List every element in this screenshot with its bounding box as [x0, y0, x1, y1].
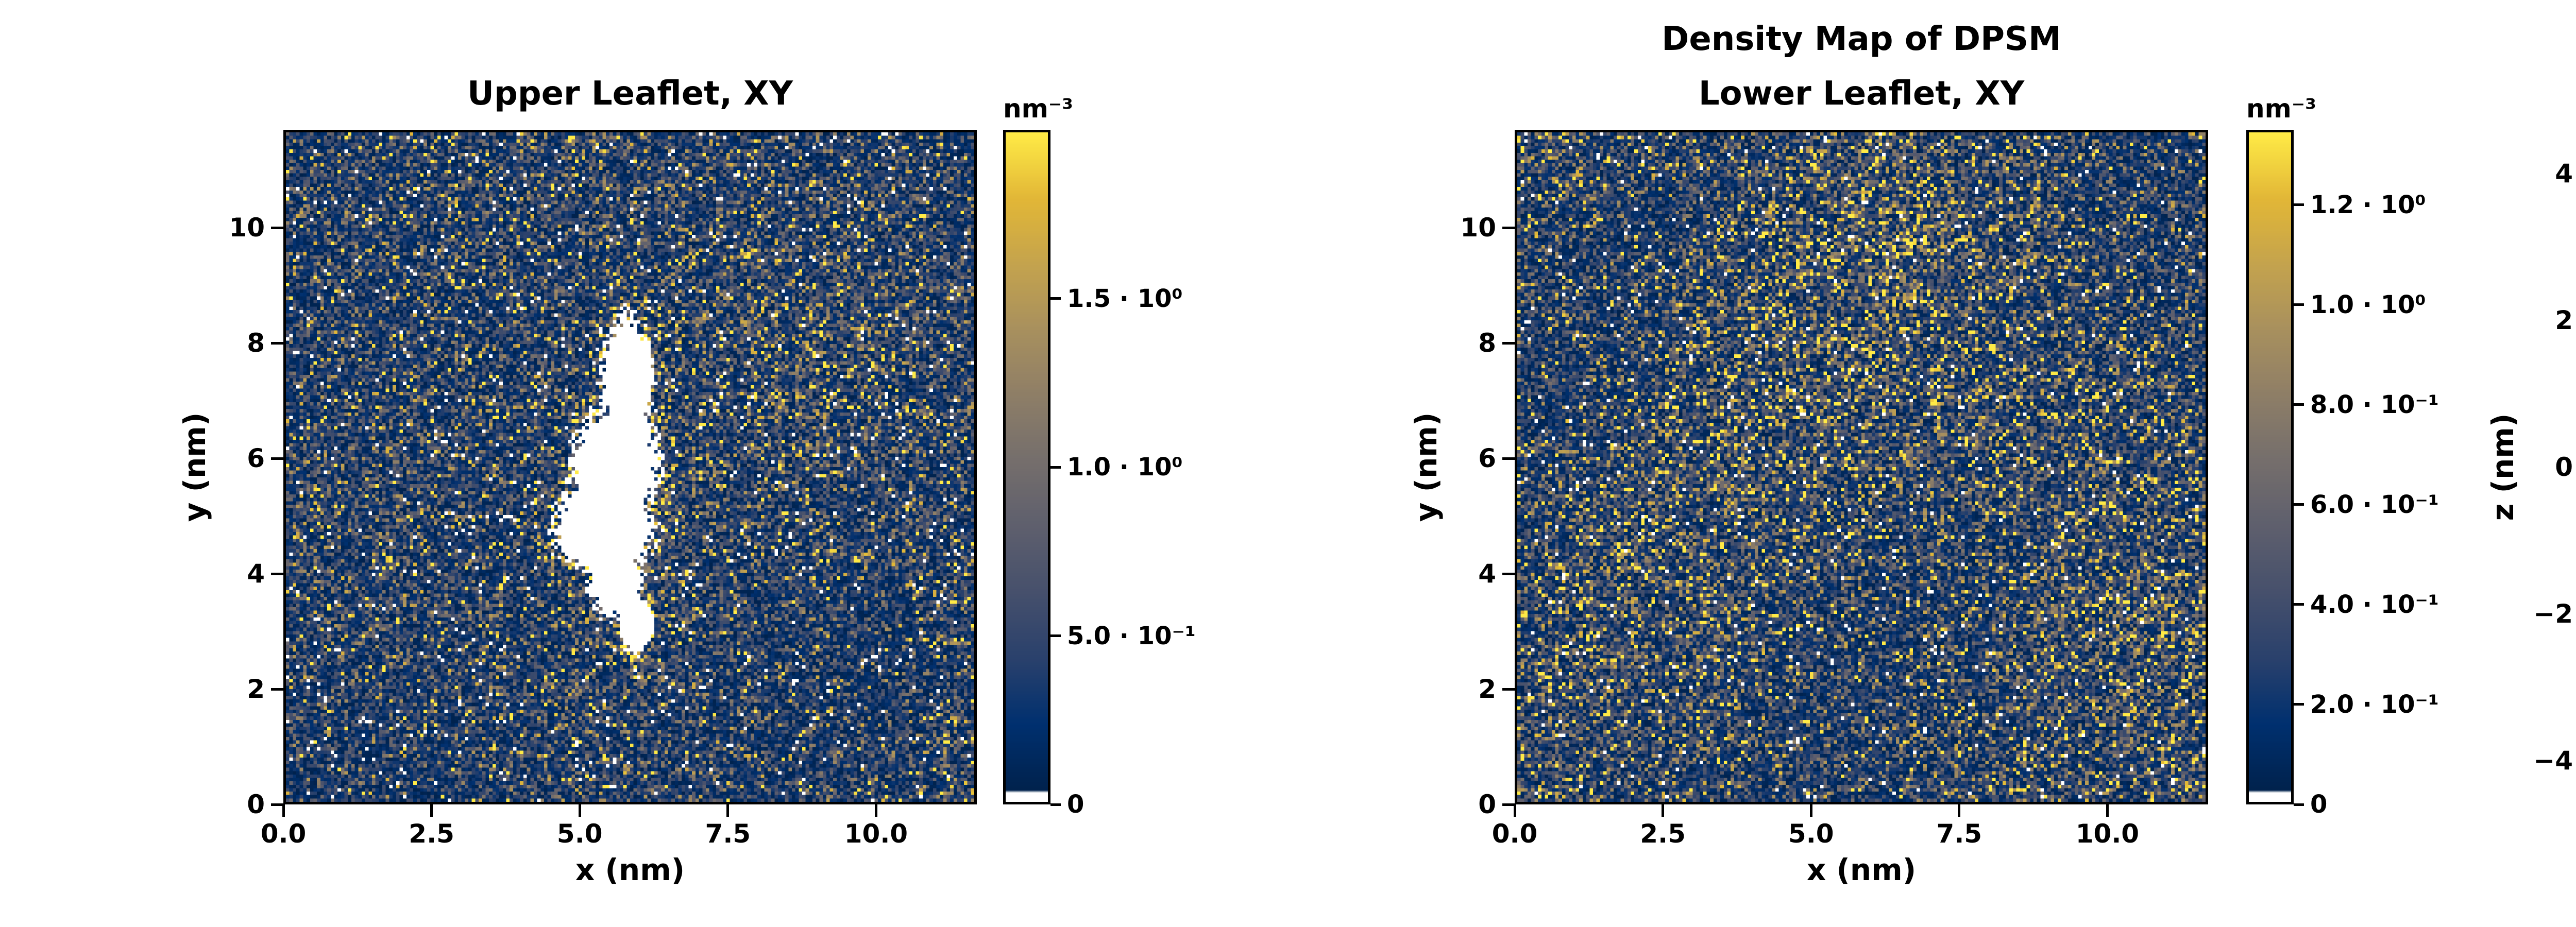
panel-1-x-axis-label: x (nm) — [1806, 852, 1917, 887]
y-tick-label: 8 — [1478, 328, 1496, 358]
y-tick-label: 6 — [1478, 443, 1496, 474]
colorbar-tick-mark — [2294, 403, 2304, 406]
y-tick-label: 4 — [2555, 159, 2573, 189]
y-tick-label: 2 — [2555, 305, 2573, 336]
panel-0-heatmap-canvas — [286, 132, 974, 802]
y-tick-label: 0 — [247, 789, 265, 819]
x-tick-label: 7.5 — [705, 819, 751, 849]
figure-suptitle: Density Map of DPSM — [1662, 20, 2061, 58]
colorbar-tick-mark — [1050, 466, 1061, 469]
colorbar-tick-label: 5.0 · 10⁻¹ — [1067, 621, 1196, 650]
y-tick-mark — [271, 688, 283, 691]
panel-1-heatmap — [1515, 130, 2208, 804]
y-tick-label: 2 — [1478, 674, 1496, 705]
panel-0-y-axis-label: y (nm) — [177, 412, 212, 522]
x-tick-mark — [1809, 804, 1812, 817]
x-tick-label: 0.0 — [1492, 819, 1538, 849]
x-tick-label: 0.0 — [260, 819, 307, 849]
panel-1-colorbar-gradient — [2249, 132, 2291, 802]
x-tick-mark — [1513, 804, 1516, 817]
panel-0-colorbar-unit: nm⁻³ — [1003, 94, 1073, 124]
x-tick-mark — [1662, 804, 1665, 817]
x-tick-mark — [874, 804, 877, 817]
x-tick-label: 7.5 — [1936, 819, 1982, 849]
y-tick-label: 4 — [247, 559, 265, 589]
colorbar-tick-mark — [2294, 603, 2304, 606]
y-tick-label: 4 — [1478, 559, 1496, 589]
colorbar-tick-mark — [2294, 303, 2304, 306]
y-tick-mark — [271, 803, 283, 806]
colorbar-tick-label: 4.0 · 10⁻¹ — [2310, 590, 2439, 619]
y-tick-mark — [1502, 457, 1515, 460]
colorbar-tick-mark — [2294, 203, 2304, 207]
colorbar-tick-mark — [1050, 634, 1061, 637]
y-tick-mark — [271, 572, 283, 575]
x-tick-mark — [1958, 804, 1961, 817]
x-tick-mark — [2106, 804, 2109, 817]
x-tick-mark — [726, 804, 730, 817]
panel-0-colorbar — [1003, 130, 1050, 804]
y-tick-label: 10 — [1460, 213, 1496, 243]
y-tick-mark — [271, 226, 283, 229]
panel-1-colorbar — [2246, 130, 2294, 804]
colorbar-tick-mark — [1050, 297, 1061, 300]
y-tick-label: 6 — [247, 443, 265, 474]
x-tick-label: 10.0 — [844, 819, 908, 849]
colorbar-tick-label: 2.0 · 10⁻¹ — [2310, 690, 2439, 719]
x-tick-label: 2.5 — [1640, 819, 1686, 849]
x-tick-label: 5.0 — [1788, 819, 1834, 849]
colorbar-tick-mark — [2294, 803, 2304, 806]
panel-0-x-axis-label: x (nm) — [575, 852, 685, 887]
colorbar-tick-mark — [2294, 503, 2304, 506]
colorbar-tick-mark — [2294, 703, 2304, 706]
y-tick-label: −4 — [2533, 745, 2573, 776]
y-tick-mark — [1502, 803, 1515, 806]
panel-1-y-axis-label: y (nm) — [1409, 412, 1444, 522]
colorbar-tick-label: 1.0 · 10⁰ — [1067, 453, 1183, 482]
x-tick-mark — [578, 804, 581, 817]
x-tick-label: 2.5 — [409, 819, 454, 849]
y-tick-mark — [271, 457, 283, 460]
y-tick-label: 0 — [2555, 452, 2573, 482]
y-tick-mark — [1502, 341, 1515, 345]
panel-0-colorbar-gradient — [1006, 132, 1048, 802]
y-tick-label: 8 — [247, 328, 265, 358]
y-tick-mark — [1502, 572, 1515, 575]
panel-1-title: Lower Leaflet, XY — [1698, 75, 2025, 113]
y-tick-label: 0 — [1478, 789, 1496, 819]
x-tick-mark — [430, 804, 433, 817]
colorbar-tick-label: 0 — [2310, 790, 2328, 819]
colorbar-tick-label: 6.0 · 10⁻¹ — [2310, 490, 2439, 519]
y-tick-label: 10 — [229, 213, 265, 243]
y-tick-label: −2 — [2533, 598, 2573, 629]
y-tick-mark — [1502, 226, 1515, 229]
y-tick-mark — [271, 341, 283, 345]
panel-0-title: Upper Leaflet, XY — [467, 75, 793, 113]
colorbar-tick-label: 1.0 · 10⁰ — [2310, 290, 2426, 319]
colorbar-tick-label: 8.0 · 10⁻¹ — [2310, 390, 2439, 419]
y-tick-label: 2 — [247, 674, 265, 705]
panel-2-y-axis-label: z (nm) — [2485, 413, 2520, 521]
x-tick-label: 5.0 — [556, 819, 603, 849]
panel-0-heatmap — [283, 130, 977, 804]
colorbar-tick-label: 1.2 · 10⁰ — [2310, 190, 2426, 219]
x-tick-label: 10.0 — [2075, 819, 2140, 849]
panel-1-colorbar-unit: nm⁻³ — [2246, 94, 2316, 124]
y-tick-mark — [1502, 688, 1515, 691]
colorbar-tick-label: 1.5 · 10⁰ — [1067, 284, 1183, 313]
colorbar-tick-label: 0 — [1067, 790, 1084, 819]
colorbar-tick-mark — [1050, 803, 1061, 806]
panel-1-heatmap-canvas — [1517, 132, 2206, 802]
x-tick-mark — [282, 804, 285, 817]
